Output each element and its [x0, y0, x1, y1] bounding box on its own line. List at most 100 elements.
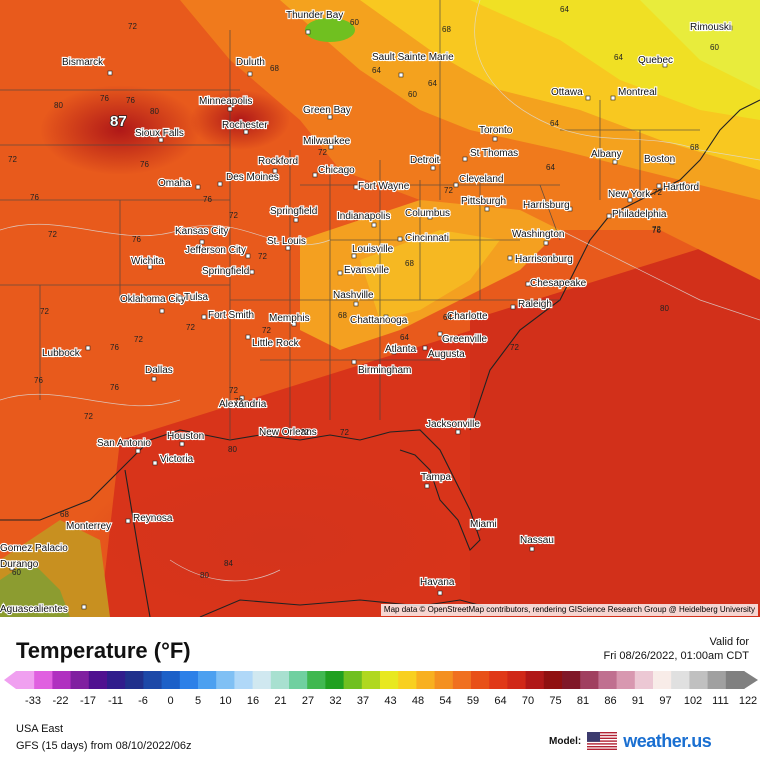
- svg-text:72: 72: [653, 188, 662, 197]
- city-marker[interactable]: Nassau: [519, 534, 555, 552]
- city-marker[interactable]: St Thomas: [462, 147, 519, 162]
- city-marker[interactable]: Chattanooga: [349, 314, 409, 327]
- city-marker[interactable]: Reynosa: [125, 512, 174, 525]
- city-marker[interactable]: Toronto: [478, 124, 514, 142]
- city-marker[interactable]: Harrisonburg: [507, 253, 574, 266]
- city-marker[interactable]: Aguascalientes: [0, 603, 87, 616]
- city-marker[interactable]: Philadelphia: [606, 208, 668, 221]
- svg-text:Greenville: Greenville: [442, 334, 487, 345]
- city-marker[interactable]: New York: [607, 188, 652, 203]
- city-marker[interactable]: Alexandria: [218, 395, 268, 411]
- city-marker[interactable]: Springfield: [201, 265, 255, 278]
- city-marker[interactable]: Sault Sainte Marie: [371, 51, 455, 78]
- temperature-map[interactable]: Thunder Bay Sault Sainte Marie Bismarck …: [0, 0, 760, 617]
- city-marker[interactable]: Gomez Palacio: [0, 542, 69, 555]
- city-marker[interactable]: Chesapeake: [525, 277, 588, 290]
- city-marker[interactable]: St. Louis: [266, 235, 307, 251]
- city-marker[interactable]: Fort Wayne: [353, 180, 411, 193]
- city-marker[interactable]: Durango: [0, 558, 40, 571]
- svg-text:Albany: Albany: [591, 149, 622, 160]
- svg-text:72: 72: [300, 428, 309, 437]
- scale-swatch: [34, 671, 53, 689]
- city-marker[interactable]: Oklahoma City: [119, 293, 187, 314]
- city-marker[interactable]: Birmingham: [351, 359, 412, 377]
- svg-text:Bismarck: Bismarck: [62, 57, 104, 68]
- city-marker[interactable]: Jefferson City: [184, 244, 251, 259]
- city-marker[interactable]: Cincinnati: [397, 232, 450, 245]
- city-marker[interactable]: Augusta: [422, 345, 466, 361]
- scale-swatch: [52, 671, 72, 689]
- scale-tick-label: 91: [631, 695, 645, 707]
- svg-text:Harrisonburg: Harrisonburg: [515, 254, 573, 265]
- city-marker[interactable]: San Antonio: [96, 437, 152, 454]
- city-marker[interactable]: Sioux Falls: [134, 127, 185, 143]
- city-marker[interactable]: Jacksonville: [425, 418, 481, 435]
- svg-text:60: 60: [12, 568, 21, 577]
- svg-text:68: 68: [405, 259, 414, 268]
- city-marker[interactable]: Detroit: [409, 154, 441, 171]
- city-marker[interactable]: Columbus: [404, 207, 451, 220]
- city-marker[interactable]: Louisville: [351, 243, 395, 259]
- city-marker[interactable]: Chicago: [312, 164, 356, 178]
- city-marker[interactable]: Kansas City: [174, 225, 229, 245]
- svg-text:76: 76: [100, 94, 109, 103]
- city-marker[interactable]: Wichita: [130, 255, 165, 270]
- city-marker[interactable]: Hartford: [656, 181, 700, 194]
- city-marker[interactable]: New Orleans: [258, 426, 318, 439]
- city-marker[interactable]: Miami: [469, 518, 498, 531]
- city-marker[interactable]: Indianapolis: [336, 210, 391, 228]
- svg-text:Raleigh: Raleigh: [518, 299, 552, 310]
- city-marker[interactable]: Evansville: [337, 264, 391, 277]
- city-marker[interactable]: Omaha: [157, 177, 201, 190]
- city-marker[interactable]: Greenville: [437, 331, 489, 346]
- city-marker[interactable]: Des Moines: [217, 171, 280, 187]
- svg-text:Montreal: Montreal: [618, 87, 657, 98]
- city-marker[interactable]: Washington: [511, 228, 566, 246]
- city-marker[interactable]: Quebec: [637, 54, 674, 68]
- svg-text:Fort Smith: Fort Smith: [208, 310, 254, 321]
- city-marker[interactable]: Houston: [166, 430, 205, 447]
- city-marker[interactable]: Memphis: [268, 312, 311, 327]
- city-marker[interactable]: Duluth: [235, 56, 266, 77]
- svg-text:Sioux Falls: Sioux Falls: [135, 128, 184, 139]
- city-marker[interactable]: Albany: [590, 148, 623, 165]
- city-marker[interactable]: Dallas: [144, 364, 174, 382]
- city-marker[interactable]: Rimouski: [689, 21, 733, 34]
- city-marker[interactable]: Minneapolis: [198, 95, 253, 112]
- city-marker[interactable]: Milwaukee: [302, 135, 352, 150]
- city-marker[interactable]: Montreal: [610, 86, 658, 101]
- city-marker[interactable]: Tulsa: [177, 291, 210, 304]
- scale-tick-label: 43: [384, 695, 397, 707]
- svg-text:Little Rock: Little Rock: [252, 338, 300, 349]
- city-marker[interactable]: Tampa: [420, 471, 453, 489]
- city-marker[interactable]: Fort Smith: [201, 309, 255, 322]
- city-marker[interactable]: Monterrey: [65, 520, 112, 533]
- city-marker[interactable]: Harrisburg: [522, 199, 573, 212]
- city-marker[interactable]: Rockford: [257, 155, 299, 174]
- city-marker[interactable]: Thunder Bay: [285, 9, 344, 35]
- city-marker[interactable]: Boston: [643, 153, 676, 166]
- city-marker[interactable]: Green Bay: [302, 104, 352, 120]
- city-marker[interactable]: Victoria: [152, 453, 195, 466]
- svg-text:76: 76: [110, 343, 119, 352]
- svg-text:Monterrey: Monterrey: [66, 521, 111, 532]
- svg-text:80: 80: [660, 304, 669, 313]
- city-marker[interactable]: Ottawa: [550, 86, 591, 101]
- svg-text:Oklahoma City: Oklahoma City: [120, 294, 186, 305]
- city-marker[interactable]: Lubbock: [41, 345, 91, 360]
- city-marker[interactable]: Charlotte: [446, 310, 489, 323]
- city-marker[interactable]: Havana: [419, 576, 456, 596]
- svg-text:68: 68: [60, 510, 69, 519]
- city-marker[interactable]: Little Rock: [245, 334, 301, 350]
- city-marker[interactable]: Cleveland: [453, 173, 505, 188]
- city-marker[interactable]: Raleigh: [510, 298, 553, 311]
- svg-text:68: 68: [338, 311, 347, 320]
- scale-swatch: [471, 671, 490, 689]
- city-marker[interactable]: Bismarck: [61, 56, 113, 76]
- city-marker[interactable]: Springfield: [269, 205, 318, 223]
- city-marker[interactable]: Rochester: [221, 119, 269, 135]
- brand-logo[interactable]: Model: weather.us: [549, 730, 712, 752]
- city-marker[interactable]: Pittsburgh: [460, 195, 507, 212]
- city-marker[interactable]: Atlanta: [384, 343, 418, 356]
- city-marker[interactable]: Nashville: [332, 289, 375, 307]
